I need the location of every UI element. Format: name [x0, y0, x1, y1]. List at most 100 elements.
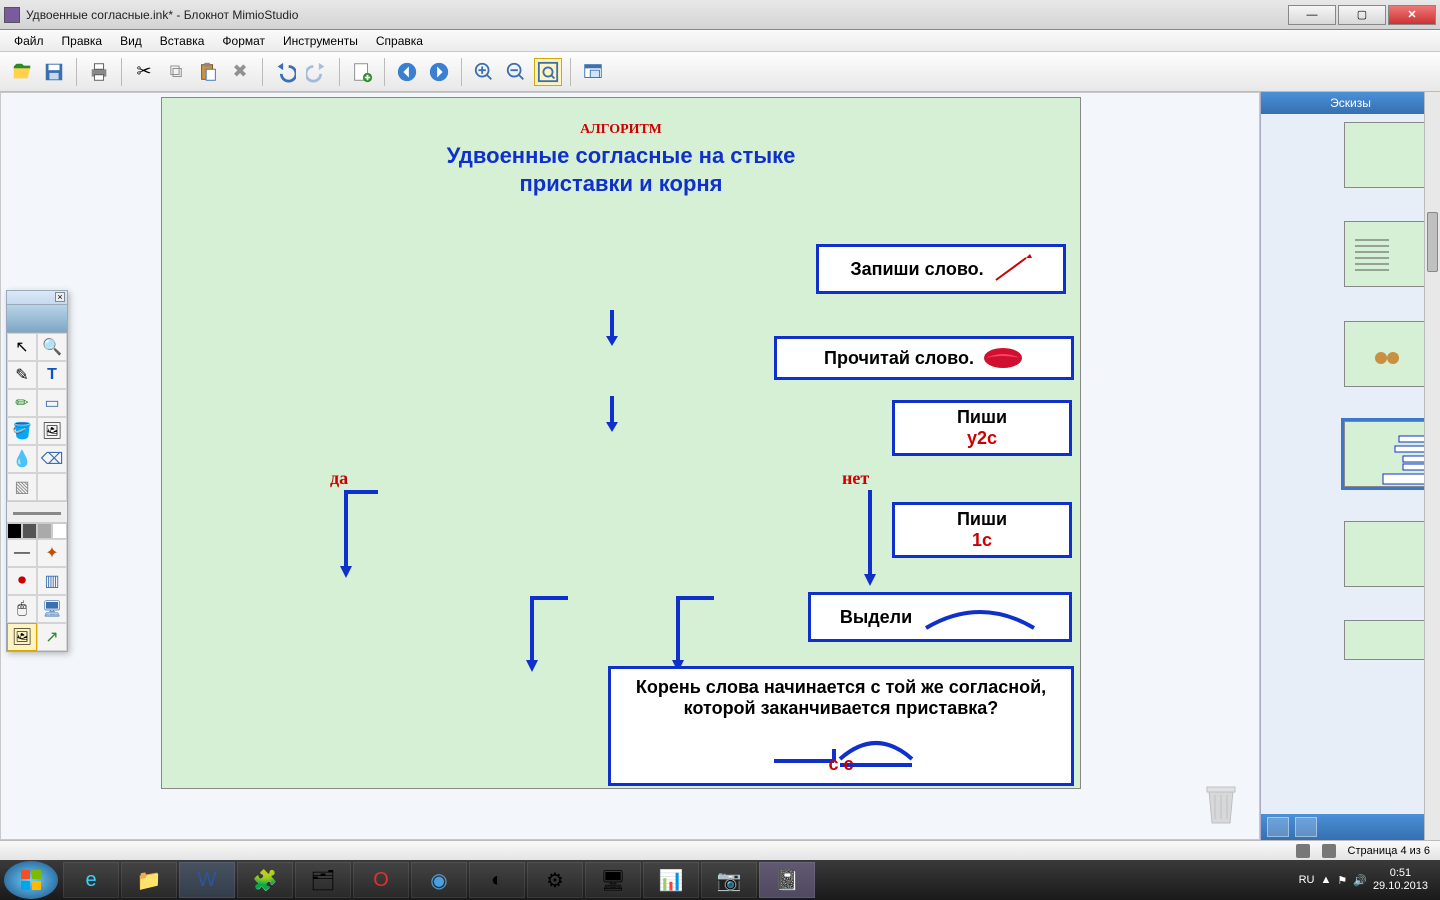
status-icon-1[interactable] [1296, 844, 1310, 858]
flowchart-box-question[interactable]: Корень слова начинается с той же согласн… [608, 666, 1074, 786]
thumbnail-5[interactable] [1344, 521, 1432, 587]
pointer-tool[interactable]: ↖ [7, 333, 37, 361]
canvas-heading-small: АЛГОРИТМ [162, 122, 1080, 138]
flowchart-box-write-1c[interactable]: Пиши 1с [892, 502, 1072, 558]
next-page-button[interactable] [425, 58, 453, 86]
paste-button[interactable] [194, 58, 222, 86]
tray-clock[interactable]: 0:51 29.10.2013 [1373, 867, 1428, 893]
menu-view[interactable]: Вид [112, 32, 150, 50]
thumbs-folder-button[interactable] [1295, 817, 1317, 837]
menu-edit[interactable]: Правка [54, 32, 111, 50]
thumbnails-list[interactable]: 1 2 3 4 5 [1261, 114, 1440, 814]
pencil-icon [992, 254, 1032, 284]
zoom-in-button[interactable] [470, 58, 498, 86]
shape-tool[interactable]: ▭ [37, 389, 67, 417]
flowchart-box-write-word[interactable]: Запиши слово. [816, 244, 1066, 294]
thumbnail-3[interactable] [1344, 321, 1432, 387]
eraser-tool[interactable]: ⌫ [37, 445, 67, 473]
copy-button[interactable]: ⧉ [162, 58, 190, 86]
display-button[interactable]: 🖥 [37, 595, 67, 623]
statusbar: Страница 4 из 6 [0, 840, 1440, 860]
taskbar-app2[interactable]: 🗂 [295, 862, 351, 898]
delete-button[interactable]: ✖ [226, 58, 254, 86]
tray-lang[interactable]: RU [1299, 874, 1315, 886]
layer-tool[interactable]: ▧ [7, 473, 37, 501]
save-button[interactable] [40, 58, 68, 86]
print-button[interactable] [85, 58, 113, 86]
fill-tool[interactable]: 🪣 [7, 417, 37, 445]
open-button[interactable] [8, 58, 36, 86]
flowchart-box-highlight[interactable]: Выдели [808, 592, 1072, 642]
trash-icon[interactable] [1203, 781, 1239, 825]
taskbar-word[interactable]: W [179, 862, 235, 898]
start-button[interactable] [4, 861, 58, 899]
menu-format[interactable]: Формат [214, 32, 273, 50]
swatch-lightgray[interactable] [37, 523, 52, 539]
effects-button[interactable]: ✦ [37, 539, 67, 567]
image-tool[interactable]: 🖼 [37, 417, 67, 445]
apps-button[interactable] [579, 58, 607, 86]
maximize-button[interactable]: ▢ [1338, 5, 1386, 25]
menu-tools[interactable]: Инструменты [275, 32, 366, 50]
thumbnail-1[interactable] [1344, 122, 1432, 188]
resources-button[interactable]: ↗ [37, 623, 67, 651]
flowchart-box-read-word[interactable]: Прочитай слово. [774, 336, 1074, 380]
palette-thickness-slider[interactable] [7, 501, 67, 523]
canvas-area[interactable]: АЛГОРИТМ Удвоенные согласные на стыкепри… [0, 92, 1260, 840]
swatch-white[interactable] [52, 523, 67, 539]
new-page-button[interactable] [348, 58, 376, 86]
line-style-button[interactable]: — [7, 539, 37, 567]
pen-tool[interactable]: ✎ [7, 361, 37, 389]
menu-help[interactable]: Справка [368, 32, 431, 50]
arrow-down-1 [604, 310, 620, 346]
menu-file[interactable]: Файл [6, 32, 52, 50]
tray-volume-icon[interactable]: 🔊 [1353, 874, 1367, 887]
undo-button[interactable] [271, 58, 299, 86]
record-button[interactable]: ⏺ [7, 567, 37, 595]
text-tool[interactable]: T [37, 361, 67, 389]
tool-palette[interactable]: × ↖ 🔍 ✎ T ✏ ▭ 🪣 🖼 💧 ⌫ ▧ — ✦ ⏺ ▥ 🖱 🖥 🖼 ↗ [6, 290, 68, 652]
taskbar-app5[interactable]: 📊 [643, 862, 699, 898]
tray-flag-icon[interactable]: ▲ [1320, 874, 1331, 886]
tablet-button[interactable]: ▥ [37, 567, 67, 595]
taskbar-app1[interactable]: 🧩 [237, 862, 293, 898]
minimize-button[interactable]: — [1288, 5, 1336, 25]
highlighter-tool[interactable]: ✏ [7, 389, 37, 417]
bracket-arrow-center-right [640, 596, 718, 672]
palette-titlebar[interactable]: × [7, 291, 67, 305]
zoom-out-button[interactable] [502, 58, 530, 86]
zoom-fit-button[interactable] [534, 58, 562, 86]
taskbar-explorer[interactable]: 📁 [121, 862, 177, 898]
status-icon-2[interactable] [1322, 844, 1336, 858]
palette-close-button[interactable]: × [55, 292, 65, 302]
taskbar-torrent[interactable]: ◉ [411, 862, 467, 898]
flowchart-box-write-y2c[interactable]: Пиши у2с [892, 400, 1072, 456]
taskbar-app6[interactable]: 📷 [701, 862, 757, 898]
taskbar-app3[interactable]: ⚙ [527, 862, 583, 898]
swatch-gray[interactable] [22, 523, 37, 539]
swatch-black[interactable] [7, 523, 22, 539]
thumbnail-4[interactable] [1344, 421, 1432, 487]
zoom-tool[interactable]: 🔍 [37, 333, 67, 361]
taskbar-opera[interactable]: O [353, 862, 409, 898]
close-button[interactable]: ✕ [1388, 5, 1436, 25]
menu-insert[interactable]: Вставка [152, 32, 213, 50]
mouse-button[interactable]: 🖱 [7, 595, 37, 623]
thumbnail-2[interactable] [1344, 221, 1432, 287]
taskbar-chrome[interactable]: ◐ [469, 862, 525, 898]
taskbar-app4[interactable]: 🖥 [585, 862, 641, 898]
window-buttons: — ▢ ✕ [1288, 5, 1436, 25]
redo-button[interactable] [303, 58, 331, 86]
taskbar-ie[interactable]: e [63, 862, 119, 898]
canvas-page[interactable]: АЛГОРИТМ Удвоенные согласные на стыкепри… [161, 97, 1081, 789]
bracket-arrow-center-left [492, 596, 570, 672]
tray-network-icon[interactable]: ⚑ [1337, 874, 1347, 887]
thumbnail-6[interactable] [1344, 620, 1432, 660]
prev-page-button[interactable] [393, 58, 421, 86]
taskbar-mimio[interactable]: 📓 [759, 862, 815, 898]
eyedropper-tool[interactable]: 💧 [7, 445, 37, 473]
cut-button[interactable]: ✂ [130, 58, 158, 86]
thumbs-grid-button[interactable] [1267, 817, 1289, 837]
thumbnails-scrollbar[interactable] [1424, 114, 1440, 814]
gallery-button[interactable]: 🖼 [7, 623, 37, 651]
